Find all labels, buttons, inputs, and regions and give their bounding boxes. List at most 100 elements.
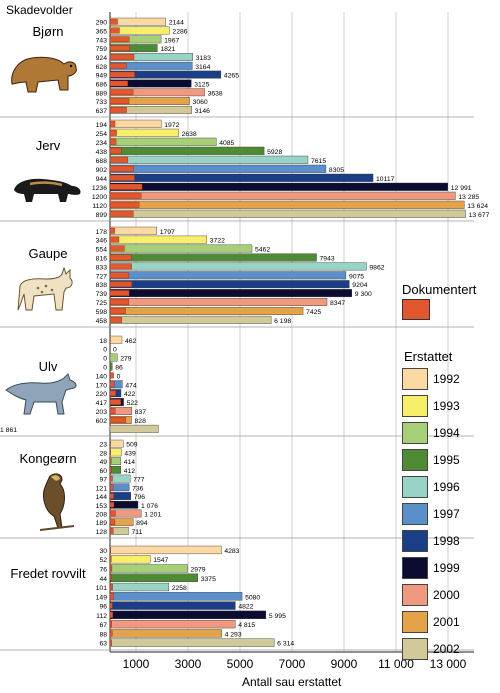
documented-bar (109, 458, 112, 464)
documented-value-label: 902 (96, 167, 108, 174)
documented-bar (109, 316, 123, 323)
documented-value-label: 554 (96, 247, 108, 254)
x-axis-title: Antall sau erstattet (242, 675, 342, 689)
compensated-bar (109, 209, 466, 218)
documented-bar (109, 519, 116, 526)
documented-bar (109, 565, 113, 572)
compensated-value-label: 13 677 (469, 212, 490, 219)
documented-bar (109, 272, 130, 279)
documented-bar (109, 254, 132, 261)
documented-value-label: 208 (96, 511, 108, 518)
documented-value-label: 1200 (92, 194, 107, 201)
compensated-bar (109, 619, 236, 629)
documented-bar (109, 281, 132, 288)
compensated-bar (109, 555, 151, 564)
documented-value-label: 949 (96, 73, 108, 80)
documented-value-label: 189 (96, 520, 108, 527)
documented-bar (109, 493, 114, 499)
legend-swatch (402, 422, 428, 444)
documented-bar (109, 183, 143, 190)
documented-bar (109, 98, 130, 104)
documented-value-label: 417 (96, 400, 108, 407)
compensated-value-label: 3375 (201, 576, 216, 583)
documented-bar (109, 630, 113, 637)
compensated-value-label: 8347 (330, 300, 345, 307)
legend-swatch (402, 368, 428, 390)
documented-bar (109, 417, 126, 423)
documented-value-label: 602 (96, 418, 108, 425)
compensated-bar (109, 271, 347, 280)
compensated-value-label: 3638 (208, 90, 223, 97)
x-tick-label: 9000 (331, 657, 358, 671)
documented-bar (109, 290, 130, 297)
documented-value-label: 234 (96, 140, 108, 147)
documented-bar (109, 574, 112, 581)
compensated-value-label: 9 300 (355, 291, 372, 298)
documented-bar (109, 449, 111, 456)
compensated-value-label: 279 (120, 356, 132, 363)
compensated-value-label: 796 (134, 494, 146, 501)
documented-value-label: 18 (99, 338, 107, 345)
compensated-value-label: 5928 (267, 149, 282, 156)
compensated-bar (109, 253, 317, 262)
compensated-bar (109, 335, 123, 344)
compensated-value-label: 2144 (169, 20, 184, 27)
compensated-bar (109, 298, 328, 306)
documented-bar (109, 120, 116, 127)
x-tick-label: 1000 (123, 657, 150, 671)
compensated-bar (109, 448, 122, 457)
documented-bar (109, 501, 115, 508)
legend-swatch (402, 395, 428, 417)
compensated-value-label: 1797 (160, 229, 175, 236)
documented-value-label: 140 (96, 373, 108, 380)
compensated-bar (109, 200, 465, 209)
legend-documented-swatch (402, 299, 430, 320)
bear-icon (11, 56, 77, 93)
compensated-value-label: 4 815 (238, 622, 255, 629)
compensated-value-label: 1 076 (141, 503, 158, 510)
legend-label: 1998 (433, 534, 460, 548)
compensated-value-label: 13 285 (458, 194, 479, 201)
compensated-bar (109, 173, 374, 182)
documented-bar (109, 54, 135, 60)
documented-value-label: 944 (96, 176, 108, 183)
documented-bar (109, 107, 127, 113)
documented-bar (109, 129, 117, 136)
documented-bar (109, 18, 118, 25)
compensated-value-label: 3060 (193, 99, 208, 106)
legend-documented-label: Dokumentert (402, 282, 477, 297)
compensated-value-label: 422 (124, 391, 136, 398)
bar-labels: 290 2144 365 2286 743 1967 759 1821 924 3183 628 31… (0, 20, 490, 648)
documented-value-label: 60 (99, 468, 107, 475)
documented-value-label: 725 (96, 300, 108, 307)
lynx-icon (17, 266, 73, 311)
compensated-value-label: 894 (136, 520, 148, 527)
documented-bar (109, 89, 134, 96)
documented-value-label: 458 (96, 318, 108, 325)
compensated-bar (109, 137, 217, 146)
group-name: Fredet rovvilt (10, 566, 86, 581)
compensated-bar (109, 638, 275, 647)
compensated-value-label: 462 (125, 338, 137, 345)
compensated-bar (109, 315, 272, 324)
compensated-value-label: 3183 (196, 55, 211, 62)
compensated-bar (109, 128, 179, 137)
compensated-bar (109, 191, 456, 200)
compensated-value-label: 414 (124, 459, 136, 466)
documented-value-label: 67 (99, 622, 107, 629)
compensated-value-label: 9204 (352, 282, 367, 289)
group-name: Ulv (39, 359, 58, 374)
documented-bar (109, 263, 132, 270)
documented-value-label: 121 (96, 485, 108, 492)
compensated-value-label: 4 293 (225, 631, 242, 638)
compensated-value-label: 3722 (210, 238, 225, 245)
compensated-value-label: 522 (127, 400, 139, 407)
documented-bar (109, 192, 142, 199)
compensated-value-label: 9862 (369, 264, 384, 271)
wolverine-icon (14, 178, 81, 202)
compensated-value-label: 0 (113, 347, 117, 354)
documented-bar (109, 475, 113, 482)
documented-value-label: 0 (103, 356, 107, 363)
documented-bar (109, 80, 128, 87)
documented-value-label: 365 (96, 29, 108, 36)
